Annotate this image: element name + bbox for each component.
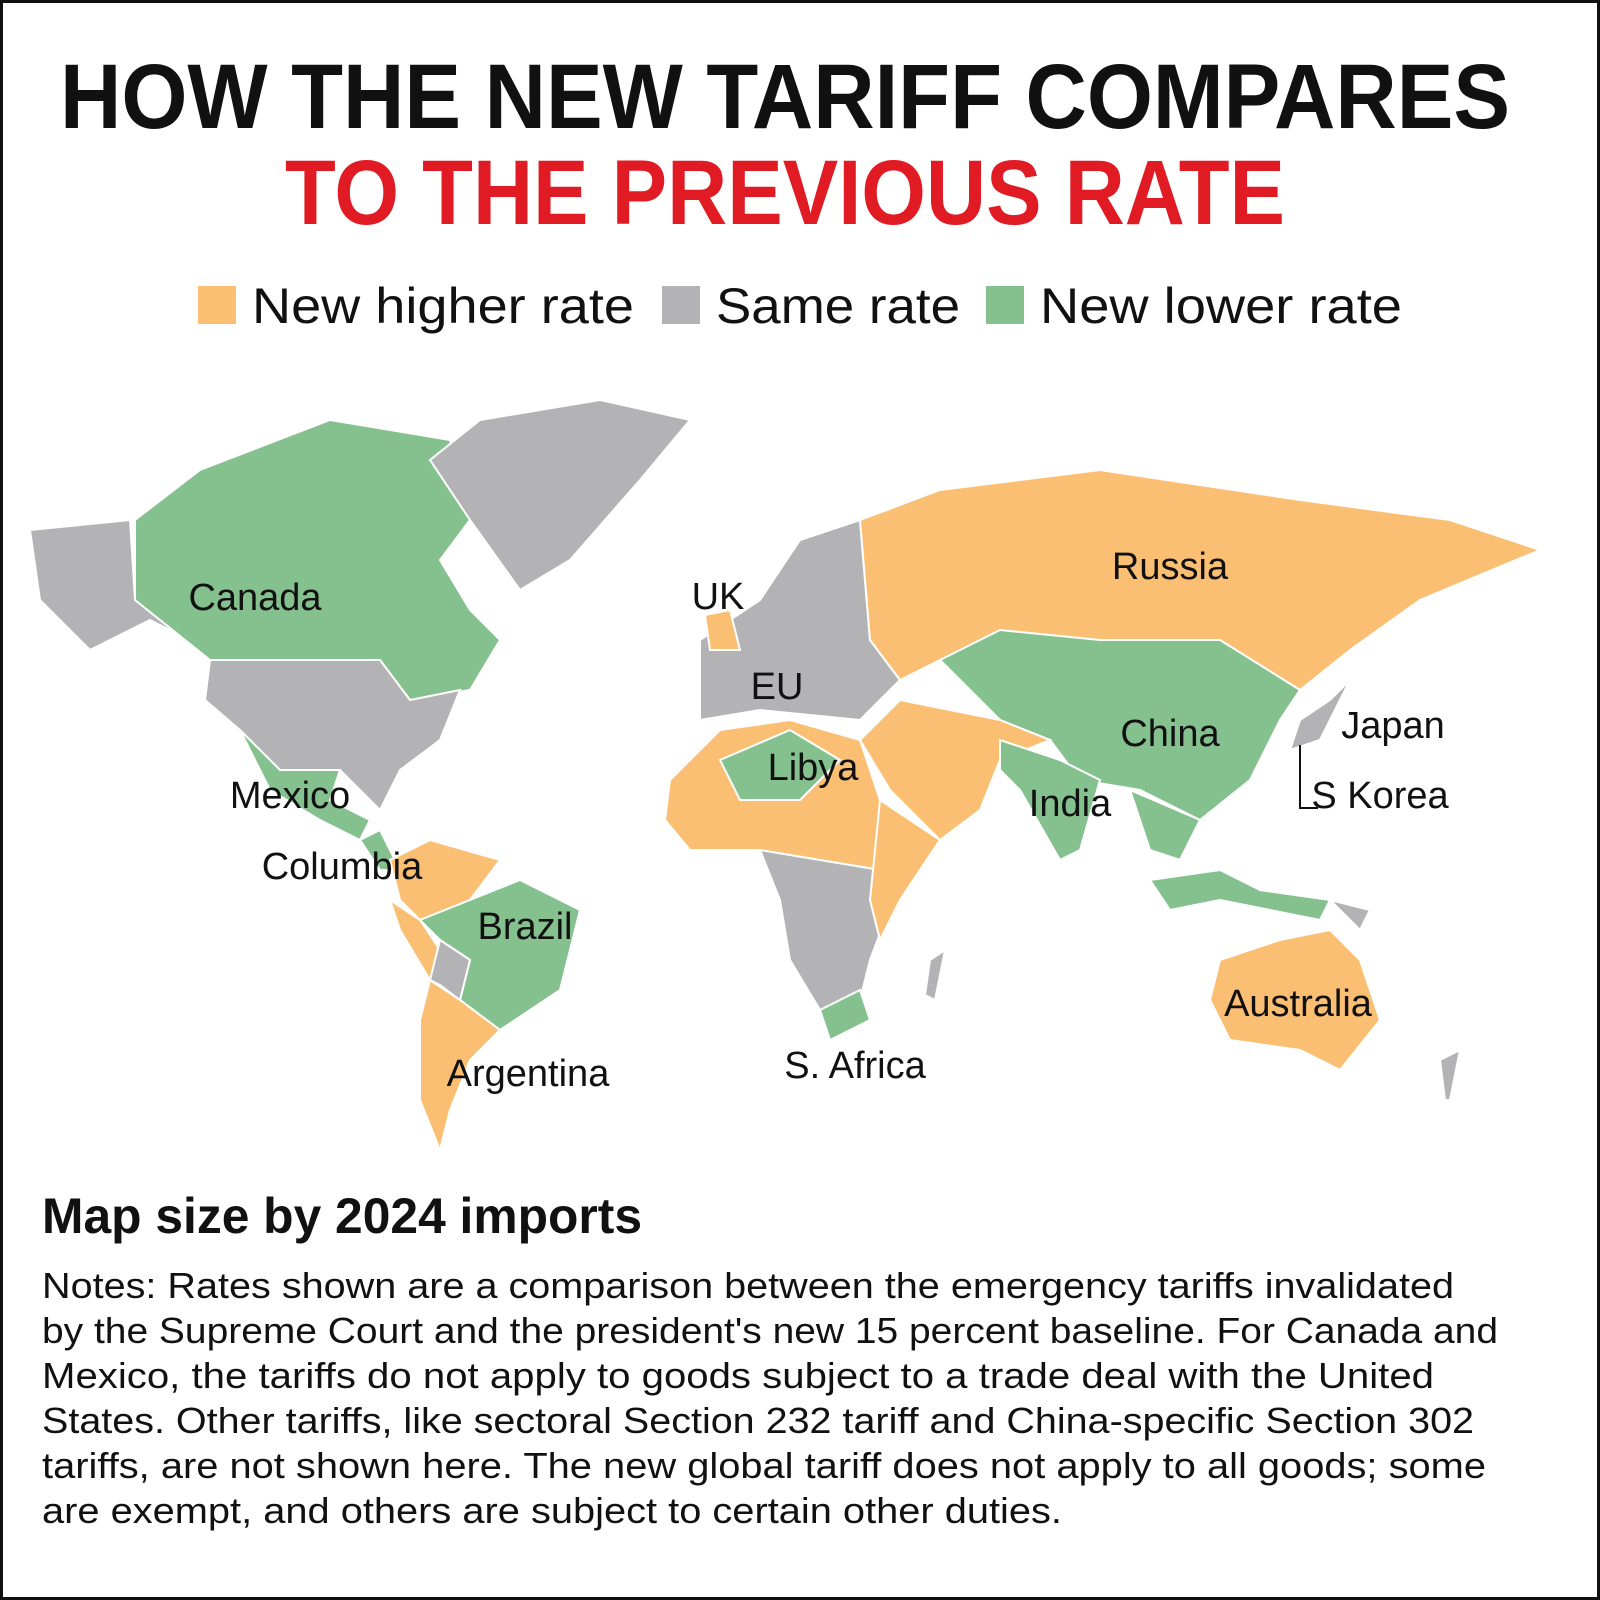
map-label: Mexico <box>230 775 350 817</box>
legend-label: Same rate <box>716 278 960 334</box>
map-label: S. Africa <box>784 1045 926 1087</box>
map-label: Brazil <box>477 906 572 948</box>
argentina-chile <box>419 978 502 1154</box>
legend-swatch <box>198 286 236 324</box>
middle-east <box>858 698 1053 842</box>
map-label: Argentina <box>447 1053 611 1095</box>
legend: New higher rate Same rate New lower rate <box>198 278 1402 334</box>
note-line: by the Supreme Court and the president's… <box>42 1310 1498 1351</box>
papua-new-guinea <box>1326 898 1372 932</box>
title-line-2: TO THE PREVIOUS RATE <box>285 142 1285 244</box>
madagascar <box>923 947 947 1002</box>
note-line: States. Other tariffs, like sectoral Sec… <box>42 1400 1474 1441</box>
notes: Notes: Rates shown are a comparison betw… <box>42 1265 1498 1531</box>
indonesia <box>1148 868 1332 922</box>
map-label: Columbia <box>262 846 423 888</box>
map-label: India <box>1029 783 1112 825</box>
legend-swatch <box>986 286 1024 324</box>
map-label: Libya <box>768 747 860 789</box>
india <box>999 738 1102 862</box>
leader-line <box>1299 745 1318 809</box>
subtitle: Map size by 2024 imports <box>42 1188 642 1244</box>
map-label: UK <box>692 576 745 618</box>
map-label: EU <box>751 666 804 708</box>
uk <box>703 608 742 651</box>
title-line-1: HOW THE NEW TARIFF COMPARES <box>60 46 1510 148</box>
map-label: Japan <box>1341 705 1445 747</box>
map-label: China <box>1120 713 1220 755</box>
note-line: are exempt, and others are subject to ce… <box>42 1490 1062 1531</box>
legend-label: New higher rate <box>252 278 634 334</box>
note-line: Notes: Rates shown are a comparison betw… <box>42 1265 1454 1306</box>
note-line: Mexico, the tariffs do not apply to good… <box>42 1355 1434 1396</box>
libya <box>718 728 842 801</box>
map-label: Russia <box>1112 546 1229 588</box>
note-line: tariffs, are not shown here. The new glo… <box>42 1445 1486 1486</box>
south-africa <box>818 988 872 1042</box>
usa <box>203 659 462 812</box>
map-label: S Korea <box>1311 775 1449 817</box>
japan <box>1288 679 1351 752</box>
southeast-asia <box>1128 788 1202 862</box>
map-label: Australia <box>1224 983 1373 1025</box>
east-africa <box>868 798 942 943</box>
australia <box>1208 928 1382 1072</box>
mexico <box>239 729 372 842</box>
world-map <box>28 398 1543 1154</box>
legend-label: New lower rate <box>1040 278 1402 334</box>
map-labels: Canada UK EU Russia China Japan S Korea … <box>188 546 1449 1095</box>
map-label: Canada <box>188 577 322 619</box>
alaska <box>28 518 191 652</box>
new-zealand <box>1438 1048 1462 1101</box>
greenland <box>428 398 692 592</box>
legend-swatch <box>662 286 700 324</box>
